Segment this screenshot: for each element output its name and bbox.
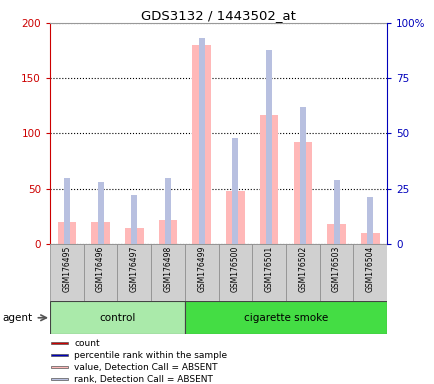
Text: GSM176503: GSM176503: [331, 246, 340, 292]
Bar: [97, 182, 103, 244]
Text: GSM176497: GSM176497: [129, 246, 138, 292]
Bar: [151, 244, 184, 301]
Bar: [232, 138, 238, 244]
Bar: [91, 222, 110, 244]
Bar: [218, 244, 252, 301]
Text: GSM176499: GSM176499: [197, 246, 206, 292]
Text: GSM176500: GSM176500: [230, 246, 240, 292]
Bar: [259, 115, 278, 244]
Bar: [184, 301, 386, 334]
Text: GSM176501: GSM176501: [264, 246, 273, 292]
Text: GSM176496: GSM176496: [96, 246, 105, 292]
Bar: [50, 244, 83, 301]
Title: GDS3132 / 1443502_at: GDS3132 / 1443502_at: [141, 9, 296, 22]
Bar: [84, 244, 117, 301]
Bar: [158, 220, 177, 244]
Bar: [50, 301, 184, 334]
Bar: [198, 38, 204, 244]
Bar: [333, 180, 339, 244]
Text: GSM176502: GSM176502: [298, 246, 307, 292]
Bar: [319, 244, 353, 301]
Bar: [51, 354, 68, 356]
Text: percentile rank within the sample: percentile rank within the sample: [74, 351, 227, 359]
Bar: [51, 342, 68, 344]
Bar: [252, 244, 286, 301]
Bar: [226, 191, 244, 244]
Text: rank, Detection Call = ABSENT: rank, Detection Call = ABSENT: [74, 374, 213, 384]
Bar: [360, 233, 379, 244]
Text: cigarette smoke: cigarette smoke: [243, 313, 327, 323]
Bar: [117, 244, 151, 301]
Bar: [51, 378, 68, 380]
Text: agent: agent: [2, 313, 32, 323]
Bar: [164, 178, 171, 244]
Bar: [131, 195, 137, 244]
Bar: [366, 197, 372, 244]
Bar: [293, 142, 312, 244]
Bar: [353, 244, 386, 301]
Text: GSM176495: GSM176495: [62, 246, 71, 292]
Bar: [184, 244, 218, 301]
Text: control: control: [99, 313, 135, 323]
Bar: [286, 244, 319, 301]
Bar: [266, 50, 272, 244]
Text: GSM176498: GSM176498: [163, 246, 172, 292]
Text: count: count: [74, 339, 99, 348]
Bar: [64, 178, 70, 244]
Text: GSM176504: GSM176504: [365, 246, 374, 292]
Bar: [51, 366, 68, 368]
Bar: [299, 107, 305, 244]
Text: value, Detection Call = ABSENT: value, Detection Call = ABSENT: [74, 362, 217, 372]
Bar: [57, 222, 76, 244]
Bar: [192, 45, 210, 244]
Bar: [326, 224, 345, 244]
Bar: [125, 228, 143, 244]
